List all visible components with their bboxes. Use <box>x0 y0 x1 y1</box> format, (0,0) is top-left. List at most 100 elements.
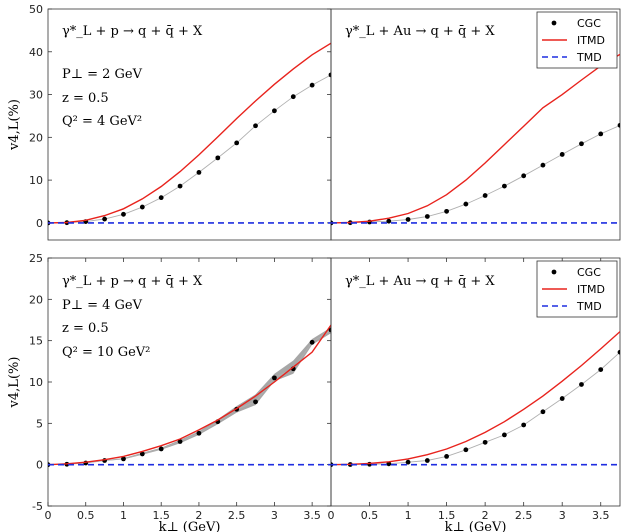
panel-top-right: γ*_L + Au → q + q̄ + X CGC ITMD TMD <box>330 8 621 241</box>
cgc-point <box>309 339 315 345</box>
cgc-point <box>386 218 392 224</box>
x-tick-label: 3 <box>559 509 566 522</box>
data-layer <box>48 42 331 226</box>
cgc-point <box>139 204 145 210</box>
x-tick-label: 0 <box>45 509 52 522</box>
cgc-point <box>139 451 145 457</box>
legend: CGC ITMD TMD <box>536 260 618 318</box>
legend-label: TMD <box>576 300 602 313</box>
cgc-connector-line <box>48 329 331 466</box>
cgc-point <box>559 152 565 157</box>
panel-title: γ*_L + Au → q + q̄ + X <box>345 274 495 289</box>
cgc-point <box>598 131 604 137</box>
panel-annotation: z = 0.5 <box>62 91 109 106</box>
cgc-connector-line <box>48 74 331 224</box>
x-tick-label: 3.5 <box>303 509 321 522</box>
itmd-line <box>48 42 331 224</box>
cgc-point <box>272 108 277 114</box>
panel-annotation: z = 0.5 <box>62 321 109 336</box>
x-tick-label: 0 <box>328 509 335 522</box>
cgc-point <box>158 446 164 452</box>
cgc-point <box>579 141 584 147</box>
cgc-point <box>121 456 126 462</box>
cgc-point <box>521 422 527 428</box>
cgc-point <box>328 72 331 78</box>
x-axis-label: k⊥ (GeV) <box>159 520 221 532</box>
x-tick-label: 3.5 <box>592 509 610 522</box>
cgc-point <box>444 208 449 214</box>
legend: CGC ITMD TMD <box>536 11 618 69</box>
legend-label: ITMD <box>577 283 605 296</box>
x-tick-label: 3 <box>271 509 278 522</box>
cgc-point <box>579 382 584 387</box>
legend-cgc-marker <box>551 269 557 275</box>
data-layer <box>331 53 620 226</box>
cgc-point <box>309 82 315 88</box>
y-tick-label: 0 <box>36 217 43 230</box>
y-tick-label: 15 <box>29 335 43 348</box>
legend-cgc-marker <box>551 20 557 26</box>
y-axis-label: v4,L(%) <box>7 99 22 151</box>
cgc-point <box>424 214 430 219</box>
panel-title: γ*_L + Au → q + q̄ + X <box>345 24 495 39</box>
cgc-point <box>234 140 240 146</box>
cgc-point <box>502 183 507 189</box>
cgc-point <box>617 122 620 128</box>
y-tick-label: 25 <box>29 252 43 265</box>
cgc-point <box>424 458 430 463</box>
cgc-point <box>121 211 126 217</box>
panel-annotation: Q² = 4 GeV² <box>62 114 142 129</box>
panel-annotation: P⊥ = 2 GeV <box>62 67 143 82</box>
cgc-point <box>463 201 469 207</box>
data-layer <box>331 331 620 468</box>
x-tick-label: 2.5 <box>515 509 533 522</box>
cgc-point <box>482 193 488 198</box>
panel-title: γ*_L + p → q + q̄ + X <box>62 24 203 39</box>
cgc-point <box>386 461 392 467</box>
x-tick-label: 0.5 <box>361 509 379 522</box>
y-tick-label: 30 <box>29 89 43 102</box>
cgc-point <box>158 195 164 201</box>
cgc-point <box>405 217 411 222</box>
cgc-point <box>540 409 546 415</box>
panel-title: γ*_L + p → q + q̄ + X <box>62 274 203 289</box>
legend-label: ITMD <box>577 34 605 47</box>
cgc-point <box>196 170 202 175</box>
legend-label: CGC <box>577 17 601 30</box>
cgc-point <box>196 430 202 436</box>
cgc-point <box>521 173 527 179</box>
plot-frame <box>330 257 621 507</box>
cgc-point <box>177 439 183 444</box>
cgc-point <box>502 432 507 438</box>
x-tick-label: 2 <box>195 509 202 522</box>
panel-bottom-right: 0 0.5 1 1.5 2 2.5 3 3.5 k⊥ (GeV) γ*_L + Au → q + … <box>328 257 621 532</box>
y-tick-label: 10 <box>29 376 43 389</box>
cgc-point <box>177 183 183 189</box>
itmd-line <box>331 331 620 466</box>
legend-label: TMD <box>576 51 602 64</box>
cgc-connector-line <box>331 351 620 466</box>
cgc-point <box>598 367 604 372</box>
data-layer <box>48 324 331 468</box>
cgc-point <box>253 123 258 129</box>
y-tick-label: 40 <box>29 46 43 59</box>
cgc-point <box>253 399 258 405</box>
panel-top-left: 0 10 20 30 40 50 v4,L(%) γ*_L + p → q + q̄ + X P… <box>7 3 332 241</box>
panel-annotation: P⊥ = 4 GeV <box>62 298 143 313</box>
x-tick-label: 1.5 <box>438 509 456 522</box>
y-tick-label: -5 <box>32 500 43 513</box>
itmd-line <box>48 324 331 466</box>
cgc-point <box>444 454 449 459</box>
x-tick-label: 0.5 <box>77 509 95 522</box>
y-tick-label: 20 <box>29 293 43 306</box>
cgc-point <box>405 459 411 465</box>
cgc-point <box>215 155 221 161</box>
itmd-line <box>331 53 620 224</box>
y-tick-label: 20 <box>29 131 43 144</box>
y-tick-label: 0 <box>36 459 43 472</box>
y-tick-label: 5 <box>36 417 43 430</box>
cgc-point <box>559 396 565 401</box>
plot-frame <box>47 257 332 507</box>
